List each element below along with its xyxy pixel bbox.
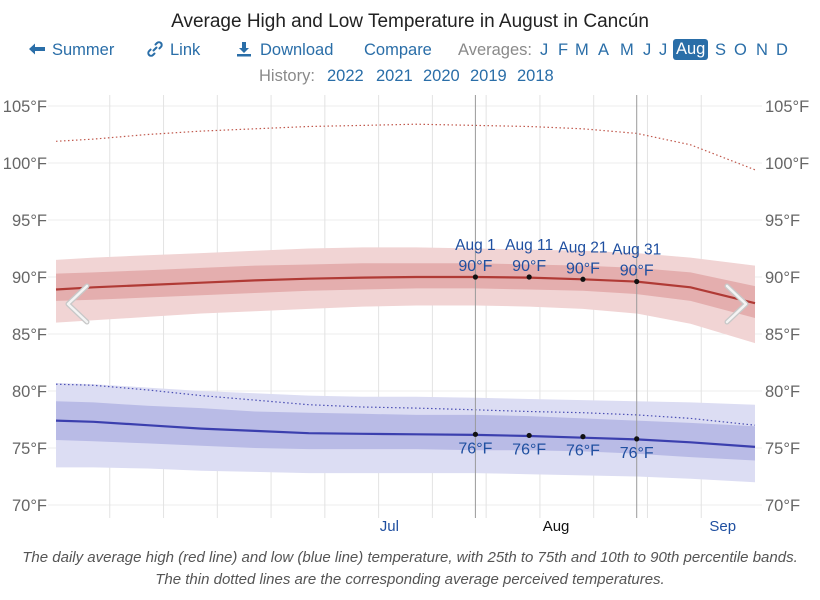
annotation-date: Aug 11 (505, 237, 553, 254)
annotation-high-value: 90°F (620, 263, 654, 280)
x-month-label[interactable]: Jul (380, 518, 399, 535)
month-oct[interactable]: O (734, 41, 747, 59)
average-high-line (55, 275, 756, 305)
chart-nav: Summer Link Download Compare Averages: J… (0, 39, 820, 63)
annotation-low-value: 76°F (620, 445, 654, 462)
high-point (472, 274, 478, 280)
x-month-label[interactable]: Sep (709, 518, 736, 535)
low-point (526, 432, 532, 439)
annotation-high-value: 90°F (566, 260, 600, 277)
y-tick-label-right: 95°F (765, 212, 800, 230)
high-25-75-band (56, 263, 755, 318)
annotation-date: Aug 31 (612, 242, 661, 259)
average-low-line (55, 419, 756, 448)
y-tick-label-right: 75°F (765, 440, 800, 458)
history-nav: History: 2022 2021 2020 2019 2018 (0, 67, 820, 87)
month-mar[interactable]: M (575, 41, 589, 59)
link-button[interactable]: Link (147, 41, 200, 60)
annotation-date: Aug 21 (558, 239, 607, 256)
x-month-label: Aug (543, 518, 570, 535)
summer-link[interactable]: Summer (28, 41, 114, 60)
low-point (472, 431, 478, 437)
high-point (634, 278, 640, 285)
month-jul[interactable]: J (659, 41, 668, 59)
month-jan[interactable]: J (540, 41, 549, 59)
month-apr[interactable]: A (598, 41, 610, 59)
annotations: Aug 1 90°F 76°F Aug 11 90°F 76°F Aug 21 90°F 76°… (455, 237, 661, 462)
low-point (580, 434, 586, 440)
download-icon (237, 42, 251, 57)
chart-caption: The daily average high (red line) and lo… (22, 549, 798, 588)
percentile-bands (56, 247, 755, 483)
low-point (634, 436, 640, 442)
history-year-2019[interactable]: 2019 (470, 67, 507, 85)
y-tick-label-left: 105°F (3, 98, 47, 116)
y-tick-label-left: 90°F (12, 269, 47, 287)
month-feb[interactable]: F (558, 41, 569, 59)
annotation-low-value: 76°F (512, 441, 546, 458)
month-nov[interactable]: N (756, 41, 768, 59)
annotation-high-value: 90°F (458, 258, 492, 275)
series-lines (55, 123, 756, 448)
summer-label: Summer (52, 41, 115, 59)
y-tick-label-right: 100°F (765, 155, 809, 173)
arrow-left-icon (29, 43, 45, 55)
y-axis-left: 70°F 75°F 80°F 85°F 90°F 95°F 100°F 105°F (3, 98, 47, 515)
month-jun[interactable]: J (643, 41, 652, 59)
month-sep[interactable]: S (715, 41, 727, 59)
compare-button[interactable]: Compare (364, 41, 432, 59)
next-month-chevron-right-icon[interactable] (724, 283, 749, 325)
y-tick-label-right: 70°F (765, 497, 800, 515)
y-tick-label-left: 70°F (12, 497, 47, 515)
download-button[interactable]: Download (236, 41, 333, 60)
y-axis-right: 70°F 75°F 80°F 85°F 90°F 95°F 100°F 105°F (765, 98, 809, 515)
x-axis: Jul Aug Sep (380, 518, 736, 535)
month-dec[interactable]: D (776, 41, 788, 59)
annotation-marker-lines (474, 95, 638, 518)
annotation-high-value: 90°F (512, 258, 546, 275)
annotation-date: Aug 1 (455, 237, 496, 254)
download-label: Download (260, 41, 334, 59)
y-tick-label-right: 90°F (765, 269, 800, 287)
month-aug[interactable]: Aug (673, 39, 709, 60)
history-year-2021[interactable]: 2021 (376, 67, 413, 85)
low-perceived-line (55, 383, 756, 426)
history-label: History: (259, 67, 315, 85)
y-tick-label-left: 75°F (12, 440, 47, 458)
history-year-2020[interactable]: 2020 (423, 67, 460, 85)
link-label: Link (170, 41, 201, 59)
y-tick-label-right: 105°F (765, 98, 809, 116)
y-tick-label-right: 85°F (765, 326, 800, 344)
chart-nav-arrows (65, 283, 749, 325)
y-tick-label-left: 85°F (12, 326, 47, 344)
high-perceived-line (55, 123, 756, 171)
low-25-75-band (56, 401, 755, 461)
y-tick-label-left: 100°F (3, 155, 47, 173)
history-year-2018[interactable]: 2018 (517, 67, 554, 85)
chart-title: Average High and Low Temperature in Augu… (171, 11, 649, 32)
annotation-low-value: 76°F (566, 443, 600, 460)
y-tick-label-left: 95°F (12, 212, 47, 230)
link-icon (147, 41, 163, 57)
history-year-2022[interactable]: 2022 (327, 67, 364, 85)
annotation-low-value: 76°F (458, 440, 492, 457)
y-tick-label-right: 80°F (765, 383, 800, 401)
y-tick-label-left: 80°F (12, 383, 47, 401)
month-may[interactable]: M (620, 41, 634, 59)
averages-label: Averages: (458, 41, 532, 59)
prev-month-chevron-left-icon[interactable] (65, 283, 90, 325)
high-point (580, 276, 586, 282)
high-point (526, 274, 532, 280)
